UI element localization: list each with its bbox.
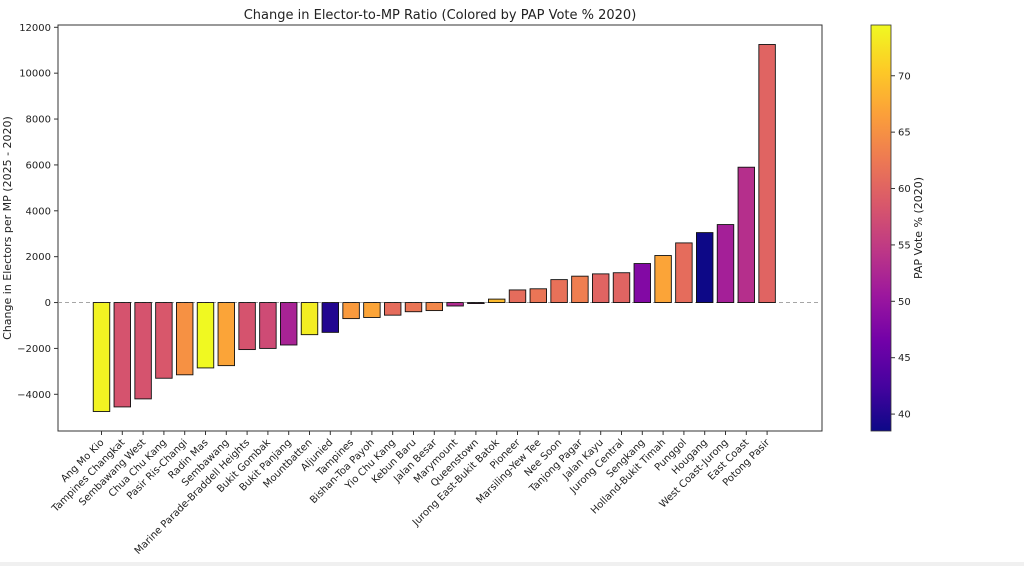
y-tick-label: 6000 xyxy=(26,160,51,171)
colorbar-tick-label: 45 xyxy=(898,353,911,364)
bar xyxy=(238,302,256,351)
bar xyxy=(716,224,735,303)
bar xyxy=(550,279,568,303)
bar xyxy=(467,302,485,304)
bar xyxy=(342,302,360,320)
y-tick-label: 12000 xyxy=(19,23,51,34)
window-bottom-edge xyxy=(0,562,1024,566)
bar xyxy=(508,289,527,303)
bar xyxy=(217,302,236,367)
colorbar-label: PAP Vote % (2020) xyxy=(912,177,925,279)
y-tick-label: −4000 xyxy=(17,390,51,401)
colorbar-tick-label: 50 xyxy=(898,297,911,308)
bar xyxy=(196,302,215,369)
bar xyxy=(675,242,693,303)
y-tick-label: 0 xyxy=(45,298,51,309)
colorbar-tick-label: 55 xyxy=(898,240,911,251)
colorbar-ticks: 40 45 50 55 60 65 70 xyxy=(891,71,911,421)
y-tick-label: 4000 xyxy=(26,206,51,217)
y-axis: −4000 −2000 0 2000 4000 6000 8000 10000 12000 xyxy=(17,23,58,401)
bar xyxy=(259,302,277,349)
bar xyxy=(404,302,423,313)
bar xyxy=(280,302,298,346)
bar xyxy=(113,302,132,408)
bar xyxy=(446,302,464,307)
y-axis-label: Change in Electors per MP (2025 - 2020) xyxy=(1,116,14,340)
plot-area xyxy=(57,24,823,432)
bar xyxy=(654,255,672,303)
y-tick-label: 8000 xyxy=(26,115,51,126)
colorbar-tick-label: 40 xyxy=(898,410,911,421)
bar xyxy=(321,302,339,333)
bar xyxy=(571,275,589,303)
bar xyxy=(134,302,152,400)
colorbar-tick-label: 65 xyxy=(898,128,911,139)
chart-title: Change in Elector-to-MP Ratio (Colored b… xyxy=(244,8,637,23)
colorbar-tick-label: 70 xyxy=(898,71,911,82)
bar xyxy=(155,302,173,379)
bar xyxy=(92,302,111,412)
y-tick-label: 10000 xyxy=(19,69,51,80)
bar xyxy=(363,302,381,318)
bar xyxy=(612,272,631,303)
bar xyxy=(529,288,547,303)
colorbar-tick-label: 60 xyxy=(898,184,911,195)
bar xyxy=(300,302,319,336)
bar xyxy=(696,232,714,303)
y-tick-label: 2000 xyxy=(26,252,51,263)
bar xyxy=(425,302,443,312)
colorbar xyxy=(870,24,892,432)
bar xyxy=(633,263,651,303)
bar xyxy=(488,298,506,303)
bar xyxy=(592,273,610,303)
bar xyxy=(737,166,755,303)
bar xyxy=(384,302,402,316)
bar xyxy=(758,44,776,303)
bar xyxy=(175,302,194,376)
bar-series xyxy=(92,44,776,412)
y-tick-label: −2000 xyxy=(17,344,51,355)
